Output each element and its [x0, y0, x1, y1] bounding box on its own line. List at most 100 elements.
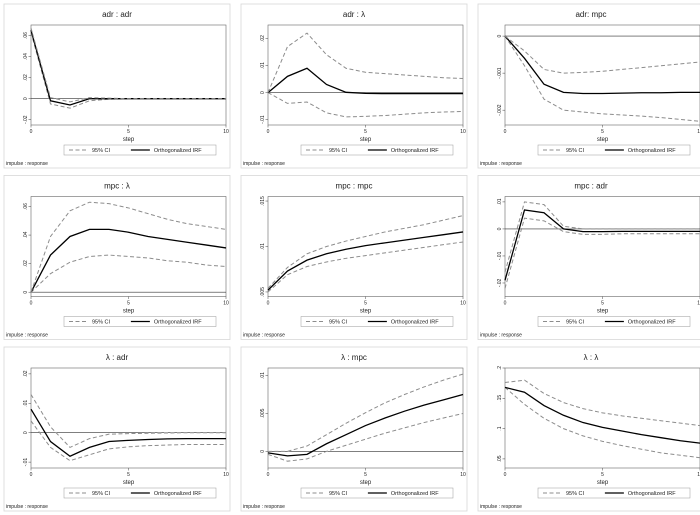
legend-ci-label: 95% CI [92, 148, 111, 154]
y-tick-label: -.01 [23, 458, 29, 467]
impulse-response-note: impulse : response [6, 161, 48, 167]
panel-title: adr: mpc [575, 10, 606, 19]
y-tick-label: .04 [23, 231, 29, 238]
y-tick-label: 0 [260, 91, 266, 94]
y-tick-label: .05 [497, 455, 503, 462]
ci-lower-line [504, 387, 700, 459]
panel-frame [3, 346, 231, 512]
irf-line [30, 408, 226, 457]
legend-irf-label: Orthogonalized IRF [628, 320, 676, 326]
x-axis-label: step [123, 480, 135, 486]
x-tick-label: 5 [601, 301, 604, 307]
panel-title: mpc : adr [574, 182, 608, 191]
impulse-response-note: impulse : response [480, 161, 522, 167]
x-tick-label: 5 [601, 472, 604, 478]
panel-title: adr : adr [102, 10, 132, 19]
x-axis-label: step [123, 137, 135, 143]
ci-lower-line [30, 254, 227, 293]
legend-ci-label: 95% CI [566, 320, 585, 326]
legend-ci-label: 95% CI [329, 148, 348, 154]
x-tick-label: 0 [504, 129, 507, 135]
y-tick-label: .01 [260, 62, 266, 69]
x-tick-label: 10 [223, 472, 229, 478]
x-tick-label: 0 [30, 472, 33, 478]
x-tick-label: 0 [30, 129, 33, 135]
x-tick-label: 10 [223, 129, 229, 135]
x-axis-label: step [597, 309, 609, 315]
panel-frame [477, 3, 700, 169]
irf-line [267, 393, 464, 457]
impulse-response-note: impulse : response [6, 333, 48, 339]
impulse-response-note: impulse : response [480, 504, 522, 510]
ci-upper-line [504, 379, 700, 427]
x-tick-label: 0 [267, 129, 270, 135]
legend-irf-label: Orthogonalized IRF [391, 491, 439, 497]
x-tick-label: 5 [364, 129, 367, 135]
irf-line [30, 228, 227, 293]
x-axis-label: step [360, 480, 372, 486]
x-tick-label: 0 [267, 472, 270, 478]
x-tick-label: 0 [504, 472, 507, 478]
impulse-response-note: impulse : response [480, 333, 522, 339]
x-axis-label: step [597, 137, 609, 143]
irf-line [267, 231, 464, 291]
legend-irf-label: Orthogonalized IRF [391, 148, 439, 154]
y-tick-label: .01 [260, 243, 266, 250]
ci-lower-line [504, 35, 700, 122]
ci-upper-line [30, 201, 227, 293]
x-tick-label: 5 [127, 472, 130, 478]
impulse-response-note: impulse : response [6, 504, 48, 510]
ci-upper-line [267, 32, 464, 93]
y-tick-label: 0 [260, 450, 266, 453]
ci-upper-line [30, 394, 226, 449]
x-tick-label: 10 [460, 472, 466, 478]
ci-lower-line [30, 420, 226, 462]
impulse-response-note: impulse : response [243, 333, 285, 339]
panel-frame [240, 346, 468, 512]
panel-title: λ : mpc [341, 353, 367, 362]
ci-lower-line [30, 32, 226, 109]
y-tick-label: .01 [260, 372, 266, 379]
legend-ci-label: 95% CI [92, 320, 111, 326]
panel-frame [240, 175, 468, 340]
panel-frame [3, 3, 231, 169]
irf-panel-3: adr: mpc -.002 -.001 0 0 5 10 step 95% CI Orthogo… [477, 3, 700, 169]
x-tick-label: 5 [364, 301, 367, 307]
y-tick-label: .02 [23, 260, 29, 267]
ci-upper-line [30, 28, 226, 103]
x-tick-label: 0 [30, 301, 33, 307]
legend-irf-label: Orthogonalized IRF [154, 320, 202, 326]
irf-line [504, 35, 700, 95]
y-tick-label: -.002 [497, 104, 503, 116]
x-tick-label: 0 [504, 301, 507, 307]
panel-frame [3, 175, 231, 340]
y-tick-label: .02 [23, 74, 29, 81]
legend-ci-label: 95% CI [566, 491, 585, 497]
ci-upper-line [267, 215, 464, 289]
y-tick-label: -.001 [497, 67, 503, 79]
panel-title: mpc : mpc [336, 182, 373, 191]
legend-ci-label: 95% CI [329, 491, 348, 497]
y-tick-label: .1 [497, 426, 503, 430]
irf-panel-4: mpc : λ 0 .02 .04 .06 0 5 10 step 95% CI Orthogona… [3, 175, 231, 340]
ci-upper-line [504, 35, 700, 74]
irf-panel-8: λ : mpc 0 .005 .01 0 5 10 step 95% CI Orthogonali… [240, 346, 468, 512]
irf-panel-5: mpc : mpc .005 .01 .015 0 5 10 step 95% CI Orthog… [240, 175, 468, 340]
irf-line [267, 67, 463, 95]
y-tick-label: -.02 [23, 115, 29, 124]
impulse-response-note: impulse : response [243, 504, 285, 510]
irf-line [504, 209, 700, 281]
legend-irf-label: Orthogonalized IRF [154, 491, 202, 497]
ci-upper-line [268, 373, 464, 452]
impulse-response-note: impulse : response [243, 161, 285, 167]
panel-frame [477, 346, 700, 512]
x-tick-label: 10 [223, 301, 229, 307]
ci-lower-line [504, 217, 700, 289]
legend-irf-label: Orthogonalized IRF [628, 491, 676, 497]
y-tick-label: .005 [260, 408, 266, 418]
y-tick-label: -.01 [497, 251, 503, 260]
y-tick-label: 0 [23, 431, 29, 434]
